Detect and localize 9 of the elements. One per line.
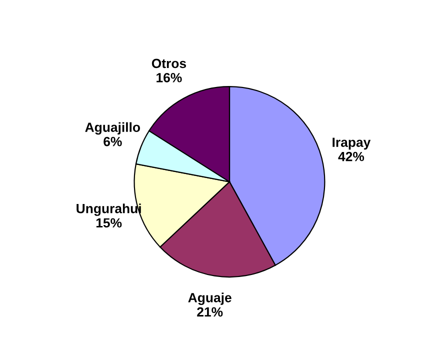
slice-label: Aguajillo	[85, 122, 140, 135]
data-label: 21%	[197, 307, 223, 317]
slice-label: Irapay	[332, 138, 371, 150]
slice-label: Aguaje	[188, 292, 232, 305]
data-label: 42%	[338, 152, 364, 162]
data-label: 15%	[96, 218, 122, 228]
slice-label: Otros	[152, 58, 186, 68]
data-label: 16%	[156, 72, 182, 82]
data-label: 6%	[104, 136, 122, 146]
